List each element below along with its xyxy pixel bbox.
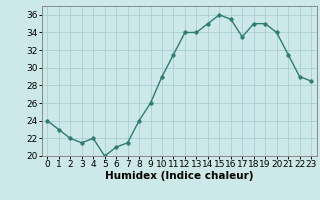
X-axis label: Humidex (Indice chaleur): Humidex (Indice chaleur) — [105, 171, 253, 181]
